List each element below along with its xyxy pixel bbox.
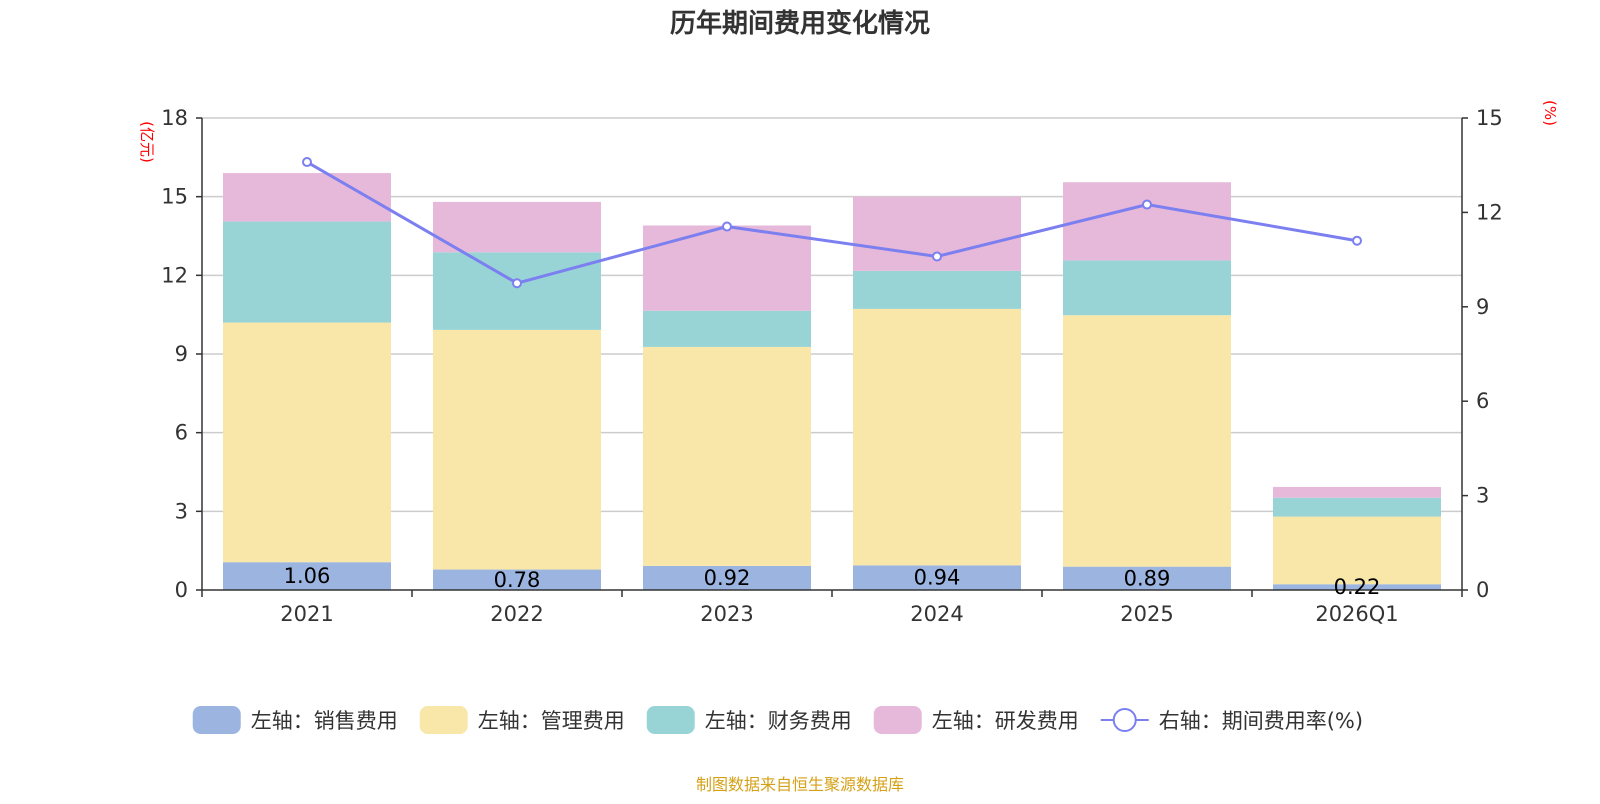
- bar-segment: [853, 308, 1021, 566]
- right-tick-label: 15: [1476, 106, 1503, 130]
- x-tick-label: 2021: [280, 602, 333, 626]
- x-tick-label: 2023: [700, 602, 753, 626]
- legend-item[interactable]: 左轴：销售费用: [192, 706, 398, 734]
- rate-point: [722, 221, 732, 232]
- bar-segment: [223, 173, 391, 222]
- bar-segment: [1273, 497, 1441, 517]
- right-tick-label: 3: [1476, 484, 1489, 508]
- legend-label: 左轴：管理费用: [478, 709, 625, 733]
- bar-segment: [643, 310, 811, 347]
- bar-segment: [223, 221, 391, 323]
- legend-label: 左轴：销售费用: [251, 709, 398, 733]
- left-axis-unit: (亿元): [138, 121, 156, 163]
- source-note: 制图数据来自恒生聚源数据库: [696, 775, 904, 794]
- bar-segment: [853, 565, 1021, 590]
- x-tick-label: 2022: [490, 602, 543, 626]
- left-tick-label: 6: [175, 421, 188, 445]
- bar-data-label: 0.92: [704, 566, 751, 590]
- bar-segment: [1273, 486, 1441, 498]
- bar-segment: [643, 346, 811, 566]
- legend-swatch: [873, 706, 922, 734]
- bar-segment: [433, 252, 601, 330]
- bar-segment: [853, 270, 1021, 309]
- legend-swatch: [192, 706, 241, 734]
- rate-line: [306, 160, 1358, 285]
- rate-point: [302, 157, 312, 168]
- grid-lines: [202, 117, 1462, 513]
- bar-segment: [1273, 584, 1441, 590]
- left-tick-label: 18: [161, 106, 188, 130]
- bar-data-label: 0.22: [1334, 575, 1381, 599]
- right-tick-label: 12: [1476, 200, 1503, 224]
- bar-segment: [223, 562, 391, 590]
- bar-data-label: 0.94: [914, 566, 961, 590]
- bar-data-label: 0.89: [1124, 566, 1171, 590]
- x-tick-label: 2024: [910, 602, 963, 626]
- rate-line-series: [302, 157, 1362, 289]
- bar-series: [223, 173, 1441, 590]
- right-tick-label: 9: [1476, 295, 1489, 319]
- legend-item[interactable]: 左轴：财务费用: [646, 706, 852, 734]
- axes: 0 3 6 9 12 15 18 0 3 6 9 12 15 2021 2022 2023 2024 2025 20…: [138, 100, 1559, 626]
- bar-segment: [433, 329, 601, 570]
- bar-segment: [1063, 315, 1231, 567]
- bar-segment: [1273, 516, 1441, 585]
- bar-segment: [223, 322, 391, 563]
- legend-swatch: [419, 706, 468, 734]
- chart-title: 历年期间费用变化情况: [670, 8, 930, 39]
- left-tick-label: 15: [161, 185, 188, 209]
- left-tick-label: 3: [175, 499, 188, 523]
- right-tick-label: 6: [1476, 389, 1489, 413]
- data-labels: 1.06 0.78 0.92 0.94 0.89 0.22: [284, 564, 1381, 599]
- bar-segment: [643, 565, 811, 590]
- legend-label: 左轴：研发费用: [932, 709, 1079, 733]
- x-tick-label: 2025: [1120, 602, 1173, 626]
- bar-segment: [1063, 182, 1231, 261]
- legend[interactable]: 左轴：销售费用 左轴：管理费用 左轴：财务费用 左轴：研发费用 右轴：期间费用率(%): [192, 706, 1363, 734]
- bar-data-label: 1.06: [284, 564, 331, 588]
- bar-segment: [433, 569, 601, 590]
- rate-point: [1142, 199, 1152, 210]
- left-tick-label: 0: [175, 578, 188, 602]
- legend-item[interactable]: 右轴：期间费用率(%): [1100, 708, 1363, 733]
- legend-label: 左轴：财务费用: [705, 709, 852, 733]
- bar-segment: [1063, 566, 1231, 590]
- bar-data-label: 0.78: [494, 568, 541, 592]
- bar-segment: [1063, 260, 1231, 316]
- legend-item[interactable]: 左轴：管理费用: [419, 706, 625, 734]
- rate-point: [512, 278, 522, 289]
- rate-point: [932, 251, 942, 262]
- legend-label: 右轴：期间费用率(%): [1159, 709, 1363, 733]
- bar-segment: [643, 225, 811, 311]
- left-tick-label: 9: [175, 342, 188, 366]
- x-tick-label: 2026Q1: [1315, 602, 1398, 626]
- legend-item[interactable]: 左轴：研发费用: [873, 706, 1079, 734]
- rate-point: [1352, 235, 1362, 246]
- bar-segment: [433, 201, 601, 253]
- legend-swatch: [646, 706, 695, 734]
- right-axis-unit: (%): [1541, 100, 1559, 126]
- left-tick-label: 12: [161, 263, 188, 287]
- right-tick-label: 0: [1476, 578, 1489, 602]
- legend-marker: [1112, 708, 1137, 732]
